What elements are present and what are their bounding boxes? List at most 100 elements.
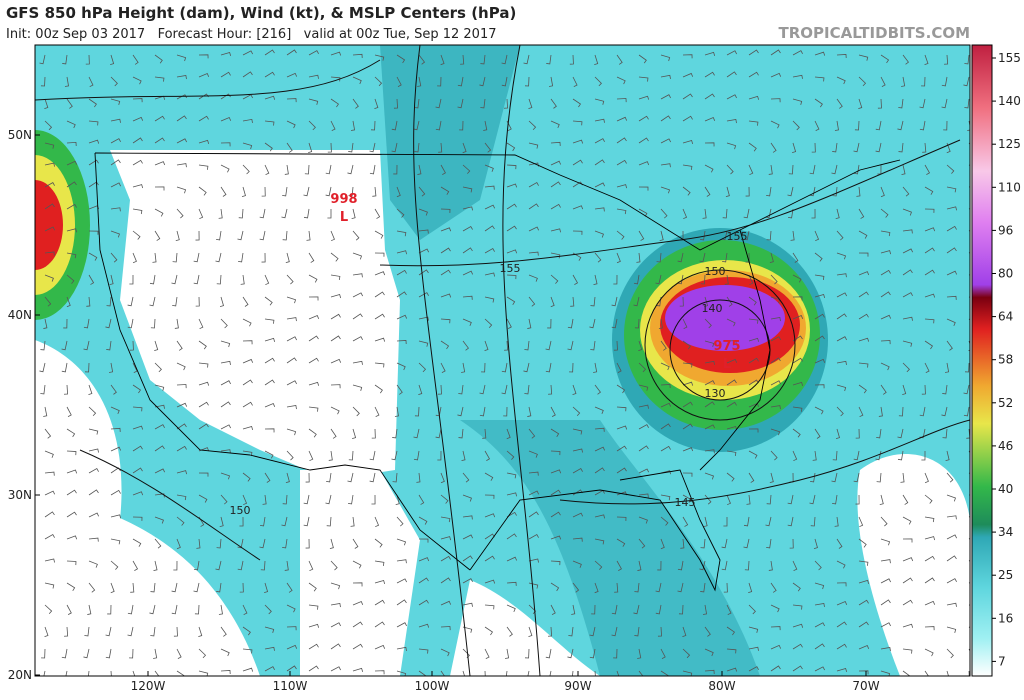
wind-barb [638, 115, 649, 122]
wind-barb [528, 471, 539, 476]
wind-barb [176, 54, 187, 62]
wind-barb [264, 604, 272, 615]
wind-barb [198, 626, 203, 638]
wind-barb [109, 274, 114, 285]
wind-barb [944, 362, 950, 373]
wind-barb [528, 226, 540, 232]
wind-barb [88, 468, 99, 474]
wind-barb [572, 537, 583, 542]
wind-barb [748, 666, 759, 672]
wind-barb [264, 472, 271, 483]
wind-barb [902, 599, 913, 606]
wind-barb [484, 494, 495, 499]
wind-barb [814, 666, 826, 672]
wind-barb [107, 604, 112, 615]
wind-barb [655, 604, 662, 615]
wind-barb [176, 138, 187, 144]
wind-barb [132, 445, 143, 452]
wind-barb [506, 164, 517, 170]
wind-barb [484, 185, 495, 190]
wind-barb [594, 138, 605, 144]
wind-barb [836, 621, 847, 628]
wind-barb [264, 428, 275, 433]
wind-barb [567, 318, 574, 329]
wind-barb [836, 360, 847, 365]
wind-barb [748, 95, 760, 100]
wind-barb [769, 252, 774, 264]
wind-barb [721, 560, 728, 571]
wind-barb [66, 560, 77, 566]
wind-barb [286, 317, 297, 322]
wind-barb [726, 379, 737, 386]
wind-barb [594, 182, 606, 188]
wind-barb [528, 511, 539, 518]
wind-barb [702, 604, 708, 615]
wind-barb [611, 318, 618, 329]
colorbar-label: 125 [998, 137, 1021, 151]
colorbar-label: 40 [998, 482, 1013, 496]
wind-barb [792, 142, 797, 154]
wind-barb [616, 406, 627, 412]
wind-barb [64, 76, 69, 87]
wind-barb [457, 76, 464, 87]
wind-barb [61, 362, 68, 373]
wind-barb [699, 560, 706, 571]
wind-barb [726, 604, 732, 616]
wind-band [460, 420, 760, 676]
wind-barb [836, 643, 847, 650]
wind-barb [946, 164, 955, 174]
wind-barb [330, 358, 342, 364]
wind-barb [524, 384, 530, 395]
wind-barb [396, 599, 407, 606]
wind-barb [44, 274, 54, 282]
wind-barb [483, 120, 488, 131]
wind-barb [924, 626, 935, 631]
wind-barb [65, 670, 68, 676]
wind-barb [87, 604, 92, 615]
wind-barb [528, 296, 536, 307]
wind-barb [242, 142, 253, 150]
wind-barb [946, 206, 957, 211]
wind-barb [330, 582, 341, 590]
wind-barb [110, 489, 121, 496]
wind-barb [572, 428, 583, 435]
wind-barb [682, 447, 694, 452]
wind-barb [127, 296, 134, 307]
wind-barb [593, 274, 598, 285]
wind-barb [171, 582, 178, 593]
colorbar-label: 96 [998, 223, 1013, 237]
wind-barb [484, 340, 489, 352]
wind-barb [660, 163, 671, 168]
wind-barb [853, 164, 860, 175]
wind-barb [242, 425, 254, 431]
wind-barb [613, 340, 618, 351]
wind-barb [352, 98, 359, 109]
wind-barb [220, 472, 231, 480]
wind-barb [814, 384, 825, 389]
wind-barb [396, 76, 402, 87]
wind-barb [898, 98, 904, 109]
wind-barb [633, 296, 640, 307]
wind-barb [264, 142, 273, 152]
wind-barb [418, 269, 429, 276]
wind-barb [325, 164, 332, 175]
wind-barb [440, 494, 449, 504]
wind-barb [704, 186, 711, 197]
wind-barb [814, 313, 825, 320]
wind-barb [704, 449, 715, 454]
wind-barb [682, 93, 693, 100]
wind-barb [327, 142, 332, 153]
wind-barb [154, 538, 162, 549]
wind-barb [880, 599, 891, 606]
wind-barb [831, 164, 838, 175]
wind-barb [812, 450, 817, 461]
wind-barb [528, 274, 538, 282]
wind-barb [458, 428, 464, 439]
wind-barb [220, 494, 228, 505]
wind-barb [902, 384, 907, 396]
wind-barb [347, 164, 354, 175]
wind-barb [281, 516, 288, 527]
wind-barb [506, 450, 515, 460]
wind-barb [594, 384, 601, 395]
wind-barb [396, 230, 407, 237]
